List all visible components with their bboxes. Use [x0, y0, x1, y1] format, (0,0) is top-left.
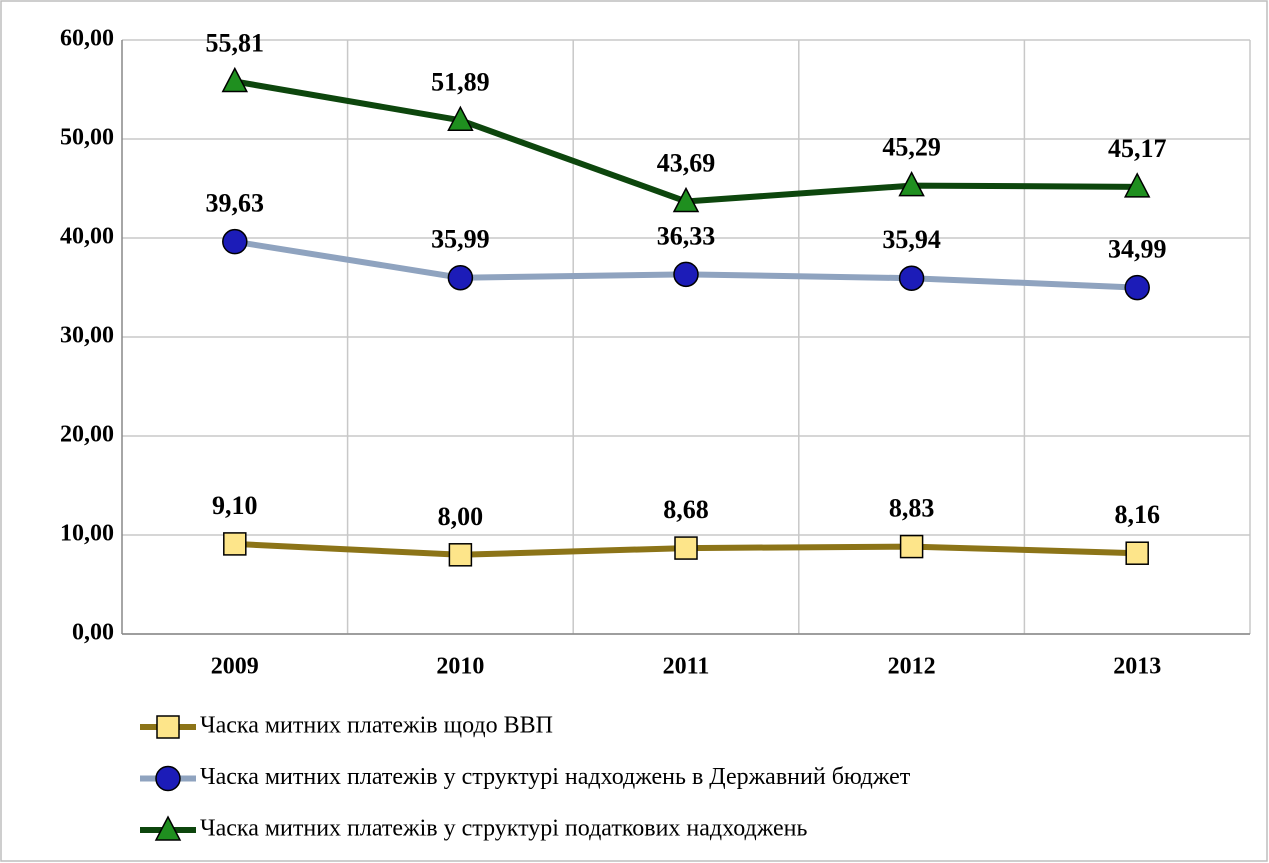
- legend-marker: [155, 765, 181, 792]
- data-label: 43,69: [657, 148, 716, 177]
- data-point: [447, 105, 474, 132]
- data-point: [1123, 172, 1151, 198]
- legend-label: Часка митних платежів у структурі надход…: [200, 764, 911, 790]
- data-label: 8,83: [889, 494, 935, 523]
- y-tick-label: 10,00: [60, 521, 114, 547]
- y-tick-label: 30,00: [60, 323, 114, 349]
- data-point: [898, 171, 925, 197]
- data-label: 45,29: [882, 133, 941, 162]
- y-tick-label: 0,00: [72, 620, 114, 646]
- data-label: 8,00: [438, 502, 484, 531]
- data-point: [448, 543, 473, 567]
- legend-label: Часка митних платежів у структурі податк…: [200, 816, 808, 842]
- data-point: [221, 66, 249, 93]
- data-point: [222, 228, 248, 255]
- data-label: 8,16: [1114, 500, 1160, 529]
- data-label: 36,33: [657, 221, 716, 250]
- data-point: [1125, 541, 1149, 565]
- x-tick-label: 2009: [211, 654, 259, 680]
- data-point: [674, 536, 698, 560]
- legend-label: Часка митних платежів щодо ВВП: [200, 713, 553, 739]
- x-tick-label: 2013: [1113, 654, 1161, 680]
- x-tick-label: 2012: [888, 654, 936, 680]
- y-tick-label: 60,00: [60, 26, 114, 52]
- y-tick-label: 40,00: [60, 224, 114, 250]
- data-point: [223, 532, 247, 556]
- data-label: 55,81: [206, 28, 265, 57]
- data-point: [672, 186, 700, 213]
- data-label: 45,17: [1108, 134, 1167, 163]
- data-label: 39,63: [206, 189, 265, 218]
- data-point: [673, 261, 699, 288]
- y-tick-label: 50,00: [60, 125, 114, 151]
- data-label: 35,94: [882, 225, 941, 254]
- x-tick-label: 2010: [436, 654, 484, 680]
- legend-marker: [154, 815, 182, 841]
- data-point: [447, 264, 474, 291]
- x-tick-label: 2011: [663, 654, 710, 680]
- data-label: 8,68: [663, 495, 709, 524]
- data-point: [1124, 274, 1150, 301]
- legend-marker: [156, 715, 180, 739]
- data-label: 35,99: [431, 225, 490, 254]
- data-point: [899, 534, 924, 559]
- data-label: 34,99: [1108, 235, 1167, 264]
- data-label: 51,89: [431, 67, 490, 96]
- y-tick-label: 20,00: [60, 422, 114, 448]
- data-point: [898, 265, 925, 291]
- data-label: 9,10: [212, 491, 258, 520]
